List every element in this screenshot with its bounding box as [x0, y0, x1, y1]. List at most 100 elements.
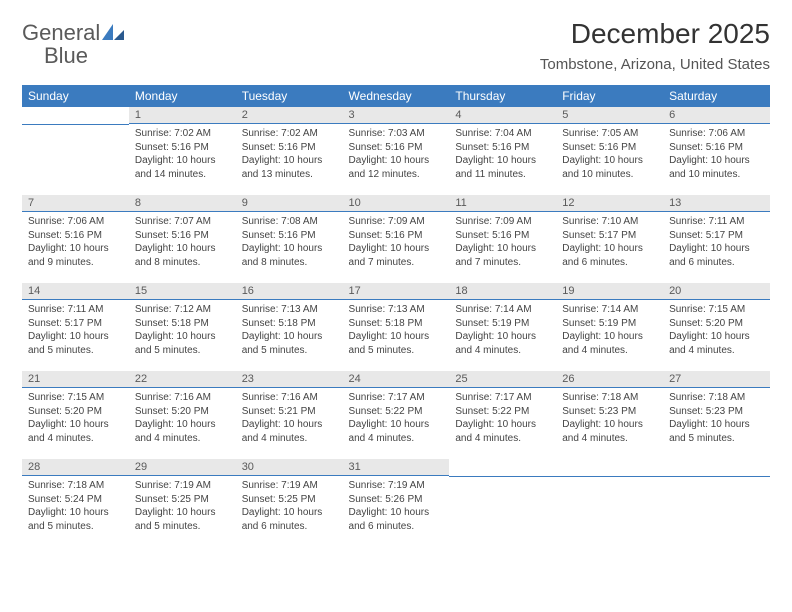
daylight-line: Daylight: 10 hours and 14 minutes.	[135, 155, 216, 180]
day-details: Sunrise: 7:15 AMSunset: 5:20 PMDaylight:…	[22, 388, 129, 449]
daylight-line: Daylight: 10 hours and 5 minutes.	[242, 331, 323, 356]
day-number: 2	[236, 107, 343, 124]
day-cell: 16Sunrise: 7:13 AMSunset: 5:18 PMDayligh…	[236, 283, 343, 371]
day-number: 19	[556, 283, 663, 300]
empty-day-number	[449, 459, 556, 477]
sunset-line: Sunset: 5:19 PM	[455, 318, 529, 329]
sunset-line: Sunset: 5:16 PM	[242, 142, 316, 153]
calendar-row: 1Sunrise: 7:02 AMSunset: 5:16 PMDaylight…	[22, 107, 770, 195]
day-details: Sunrise: 7:07 AMSunset: 5:16 PMDaylight:…	[129, 212, 236, 273]
day-details: Sunrise: 7:18 AMSunset: 5:23 PMDaylight:…	[556, 388, 663, 449]
calendar-table: SundayMondayTuesdayWednesdayThursdayFrid…	[22, 85, 770, 547]
daylight-line: Daylight: 10 hours and 13 minutes.	[242, 155, 323, 180]
empty-day-number	[556, 459, 663, 477]
day-number: 24	[343, 371, 450, 388]
weekday-header: Sunday	[22, 85, 129, 107]
day-cell: 14Sunrise: 7:11 AMSunset: 5:17 PMDayligh…	[22, 283, 129, 371]
sunset-line: Sunset: 5:20 PM	[669, 318, 743, 329]
sunrise-line: Sunrise: 7:09 AM	[455, 216, 531, 227]
day-details: Sunrise: 7:08 AMSunset: 5:16 PMDaylight:…	[236, 212, 343, 273]
day-cell: 17Sunrise: 7:13 AMSunset: 5:18 PMDayligh…	[343, 283, 450, 371]
sunset-line: Sunset: 5:25 PM	[242, 494, 316, 505]
sunset-line: Sunset: 5:16 PM	[562, 142, 636, 153]
daylight-line: Daylight: 10 hours and 4 minutes.	[28, 419, 109, 444]
daylight-line: Daylight: 10 hours and 4 minutes.	[562, 331, 643, 356]
sunrise-line: Sunrise: 7:08 AM	[242, 216, 318, 227]
weekday-header: Thursday	[449, 85, 556, 107]
day-details: Sunrise: 7:09 AMSunset: 5:16 PMDaylight:…	[449, 212, 556, 273]
day-details: Sunrise: 7:17 AMSunset: 5:22 PMDaylight:…	[343, 388, 450, 449]
sunrise-line: Sunrise: 7:16 AM	[242, 392, 318, 403]
daylight-line: Daylight: 10 hours and 7 minutes.	[455, 243, 536, 268]
sunset-line: Sunset: 5:20 PM	[135, 406, 209, 417]
calendar-row: 21Sunrise: 7:15 AMSunset: 5:20 PMDayligh…	[22, 371, 770, 459]
location-text: Tombstone, Arizona, United States	[540, 56, 770, 73]
day-number: 22	[129, 371, 236, 388]
day-cell: 26Sunrise: 7:18 AMSunset: 5:23 PMDayligh…	[556, 371, 663, 459]
daylight-line: Daylight: 10 hours and 7 minutes.	[349, 243, 430, 268]
day-number: 11	[449, 195, 556, 212]
day-number: 25	[449, 371, 556, 388]
day-details: Sunrise: 7:13 AMSunset: 5:18 PMDaylight:…	[343, 300, 450, 361]
daylight-line: Daylight: 10 hours and 10 minutes.	[562, 155, 643, 180]
day-number: 8	[129, 195, 236, 212]
sunrise-line: Sunrise: 7:18 AM	[28, 480, 104, 491]
day-cell: 23Sunrise: 7:16 AMSunset: 5:21 PMDayligh…	[236, 371, 343, 459]
sunrise-line: Sunrise: 7:13 AM	[242, 304, 318, 315]
sunset-line: Sunset: 5:22 PM	[349, 406, 423, 417]
daylight-line: Daylight: 10 hours and 10 minutes.	[669, 155, 750, 180]
daylight-line: Daylight: 10 hours and 4 minutes.	[455, 419, 536, 444]
weekday-header: Friday	[556, 85, 663, 107]
brand-general: General	[22, 20, 100, 45]
sunrise-line: Sunrise: 7:19 AM	[135, 480, 211, 491]
sunrise-line: Sunrise: 7:02 AM	[242, 128, 318, 139]
day-number: 29	[129, 459, 236, 476]
month-title: December 2025	[540, 18, 770, 50]
day-number: 26	[556, 371, 663, 388]
day-cell: 20Sunrise: 7:15 AMSunset: 5:20 PMDayligh…	[663, 283, 770, 371]
day-number: 28	[22, 459, 129, 476]
sunrise-line: Sunrise: 7:05 AM	[562, 128, 638, 139]
empty-cell	[556, 459, 663, 547]
day-cell: 8Sunrise: 7:07 AMSunset: 5:16 PMDaylight…	[129, 195, 236, 283]
sunset-line: Sunset: 5:16 PM	[135, 230, 209, 241]
day-cell: 27Sunrise: 7:18 AMSunset: 5:23 PMDayligh…	[663, 371, 770, 459]
day-number: 3	[343, 107, 450, 124]
day-cell: 10Sunrise: 7:09 AMSunset: 5:16 PMDayligh…	[343, 195, 450, 283]
day-number: 17	[343, 283, 450, 300]
sunset-line: Sunset: 5:21 PM	[242, 406, 316, 417]
day-number: 10	[343, 195, 450, 212]
day-cell: 1Sunrise: 7:02 AMSunset: 5:16 PMDaylight…	[129, 107, 236, 195]
empty-day-number	[22, 107, 129, 125]
day-number: 4	[449, 107, 556, 124]
sunrise-line: Sunrise: 7:15 AM	[669, 304, 745, 315]
sunrise-line: Sunrise: 7:03 AM	[349, 128, 425, 139]
day-cell: 2 Sunrise: 7:02 AM Sunset: 5:16 PM Daylight…	[236, 107, 343, 195]
sunset-line: Sunset: 5:25 PM	[135, 494, 209, 505]
weekday-header: Saturday	[663, 85, 770, 107]
weekday-header: Wednesday	[343, 85, 450, 107]
daylight-line: Daylight: 10 hours and 6 minutes.	[349, 507, 430, 532]
daylight-line: Daylight: 10 hours and 5 minutes.	[28, 507, 109, 532]
daylight-line: Daylight: 10 hours and 9 minutes.	[28, 243, 109, 268]
sunset-line: Sunset: 5:20 PM	[28, 406, 102, 417]
logo-sail-icon	[102, 24, 124, 45]
daylight-line: Daylight: 10 hours and 5 minutes.	[349, 331, 430, 356]
day-cell: 15Sunrise: 7:12 AMSunset: 5:18 PMDayligh…	[129, 283, 236, 371]
daylight-line: Daylight: 10 hours and 4 minutes.	[349, 419, 430, 444]
calendar-row: 14Sunrise: 7:11 AMSunset: 5:17 PMDayligh…	[22, 283, 770, 371]
sunset-line: Sunset: 5:18 PM	[135, 318, 209, 329]
sunset-line: Sunset: 5:16 PM	[669, 142, 743, 153]
brand-blue: Blue	[44, 43, 88, 68]
daylight-line: Daylight: 10 hours and 11 minutes.	[455, 155, 536, 180]
sunrise-line: Sunrise: 7:06 AM	[28, 216, 104, 227]
sunset-line: Sunset: 5:16 PM	[349, 142, 423, 153]
day-details: Sunrise: 7:09 AMSunset: 5:16 PMDaylight:…	[343, 212, 450, 273]
day-details: Sunrise: 7:19 AMSunset: 5:26 PMDaylight:…	[343, 476, 450, 537]
day-cell: 25Sunrise: 7:17 AMSunset: 5:22 PMDayligh…	[449, 371, 556, 459]
sunset-line: Sunset: 5:16 PM	[455, 142, 529, 153]
day-cell: 24Sunrise: 7:17 AMSunset: 5:22 PMDayligh…	[343, 371, 450, 459]
sunset-line: Sunset: 5:17 PM	[562, 230, 636, 241]
day-number: 13	[663, 195, 770, 212]
sunrise-line: Sunrise: 7:14 AM	[455, 304, 531, 315]
